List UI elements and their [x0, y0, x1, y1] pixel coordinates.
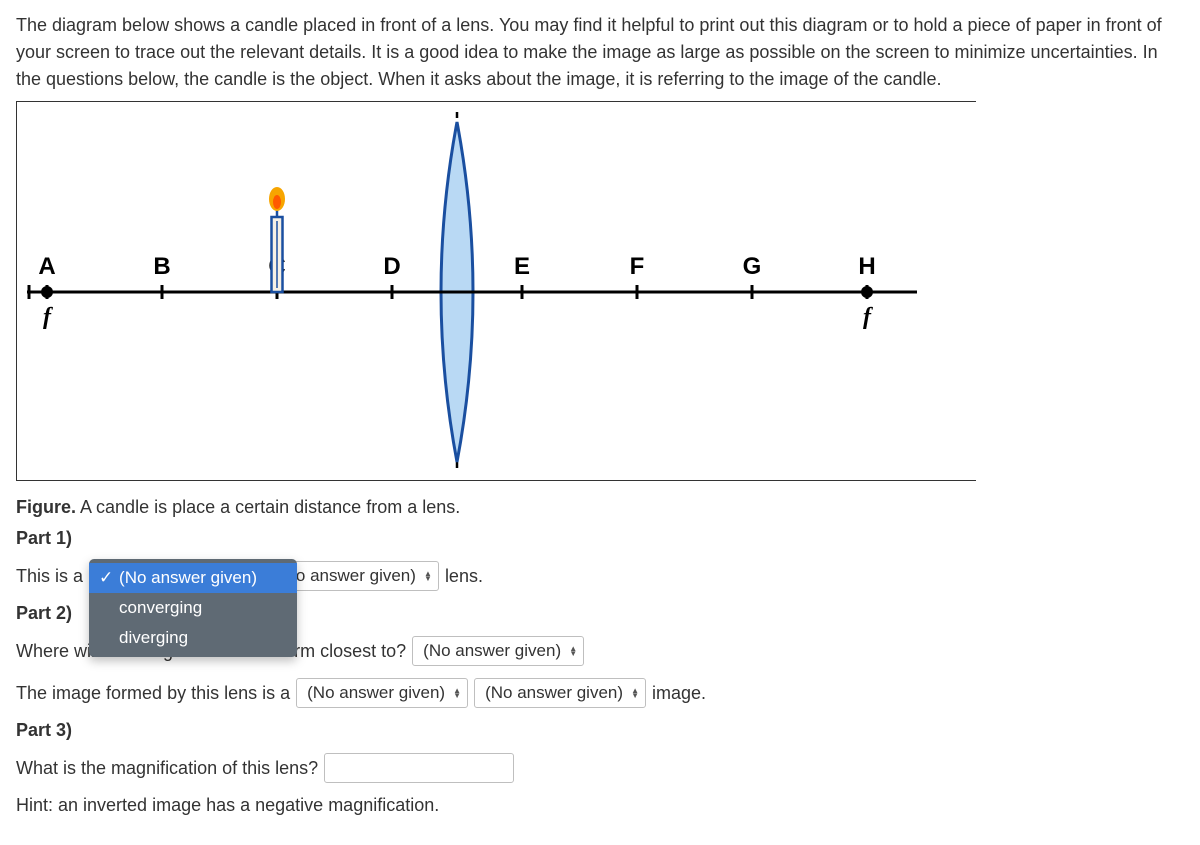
svg-text:H: H: [858, 253, 875, 280]
part2-image-type-select-2[interactable]: (No answer given) ▲▼: [474, 678, 646, 708]
figure-caption-text: A candle is place a certain distance fro…: [76, 497, 460, 517]
svg-text:f: f: [43, 304, 53, 330]
figure-caption-bold: Figure.: [16, 497, 76, 517]
select-arrows-icon: ▲▼: [631, 688, 639, 698]
select-arrows-icon: ▲▼: [569, 646, 577, 656]
svg-text:G: G: [743, 253, 762, 280]
svg-text:F: F: [630, 253, 645, 280]
figure-caption: Figure. A candle is place a certain dist…: [16, 497, 1184, 518]
select-arrows-icon: ▲▼: [424, 571, 432, 581]
part2-line2: The image formed by this lens is a (No a…: [16, 678, 1184, 708]
svg-text:A: A: [38, 253, 55, 280]
part1-text-before: This is a: [16, 566, 83, 587]
part3-line: What is the magnification of this lens?: [16, 753, 1184, 783]
intro-paragraph: The diagram below shows a candle placed …: [16, 12, 1184, 93]
lens-diagram: AfBCDEFGHf: [16, 101, 976, 481]
part1-line: This is a (No answer given) ▲▼ (No answe…: [16, 561, 1184, 591]
part2-q2-value1: (No answer given): [307, 683, 445, 703]
dropdown-option-noanswer[interactable]: (No answer given): [89, 563, 297, 593]
part1-dropdown-menu: (No answer given) converging diverging: [89, 559, 297, 657]
part2-q2-before: The image formed by this lens is a: [16, 683, 290, 704]
svg-text:E: E: [514, 253, 530, 280]
part1-select-value-2: (No answer given): [278, 566, 416, 586]
part2-q2-after: image.: [652, 683, 706, 704]
part2-image-type-select-1[interactable]: (No answer given) ▲▼: [296, 678, 468, 708]
svg-text:f: f: [863, 304, 873, 330]
select-arrows-icon: ▲▼: [453, 688, 461, 698]
part2-image-location-select[interactable]: (No answer given) ▲▼: [412, 636, 584, 666]
part1-text-after: lens.: [445, 566, 483, 587]
svg-text:B: B: [153, 253, 170, 280]
part3-label: Part 3): [16, 720, 1184, 741]
svg-text:D: D: [383, 253, 400, 280]
part3-question: What is the magnification of this lens?: [16, 758, 318, 779]
part2-q2-value2: (No answer given): [485, 683, 623, 703]
part3-hint: Hint: an inverted image has a negative m…: [16, 795, 1184, 816]
magnification-input[interactable]: [324, 753, 514, 783]
part1-dropdown-container: (No answer given) ▲▼ (No answer given) c…: [89, 561, 261, 591]
part2-q1-value: (No answer given): [423, 641, 561, 661]
part1-label: Part 1): [16, 528, 1184, 549]
dropdown-option-diverging[interactable]: diverging: [89, 623, 297, 653]
lens-diagram-svg: AfBCDEFGHf: [17, 102, 977, 482]
dropdown-option-converging[interactable]: converging: [89, 593, 297, 623]
